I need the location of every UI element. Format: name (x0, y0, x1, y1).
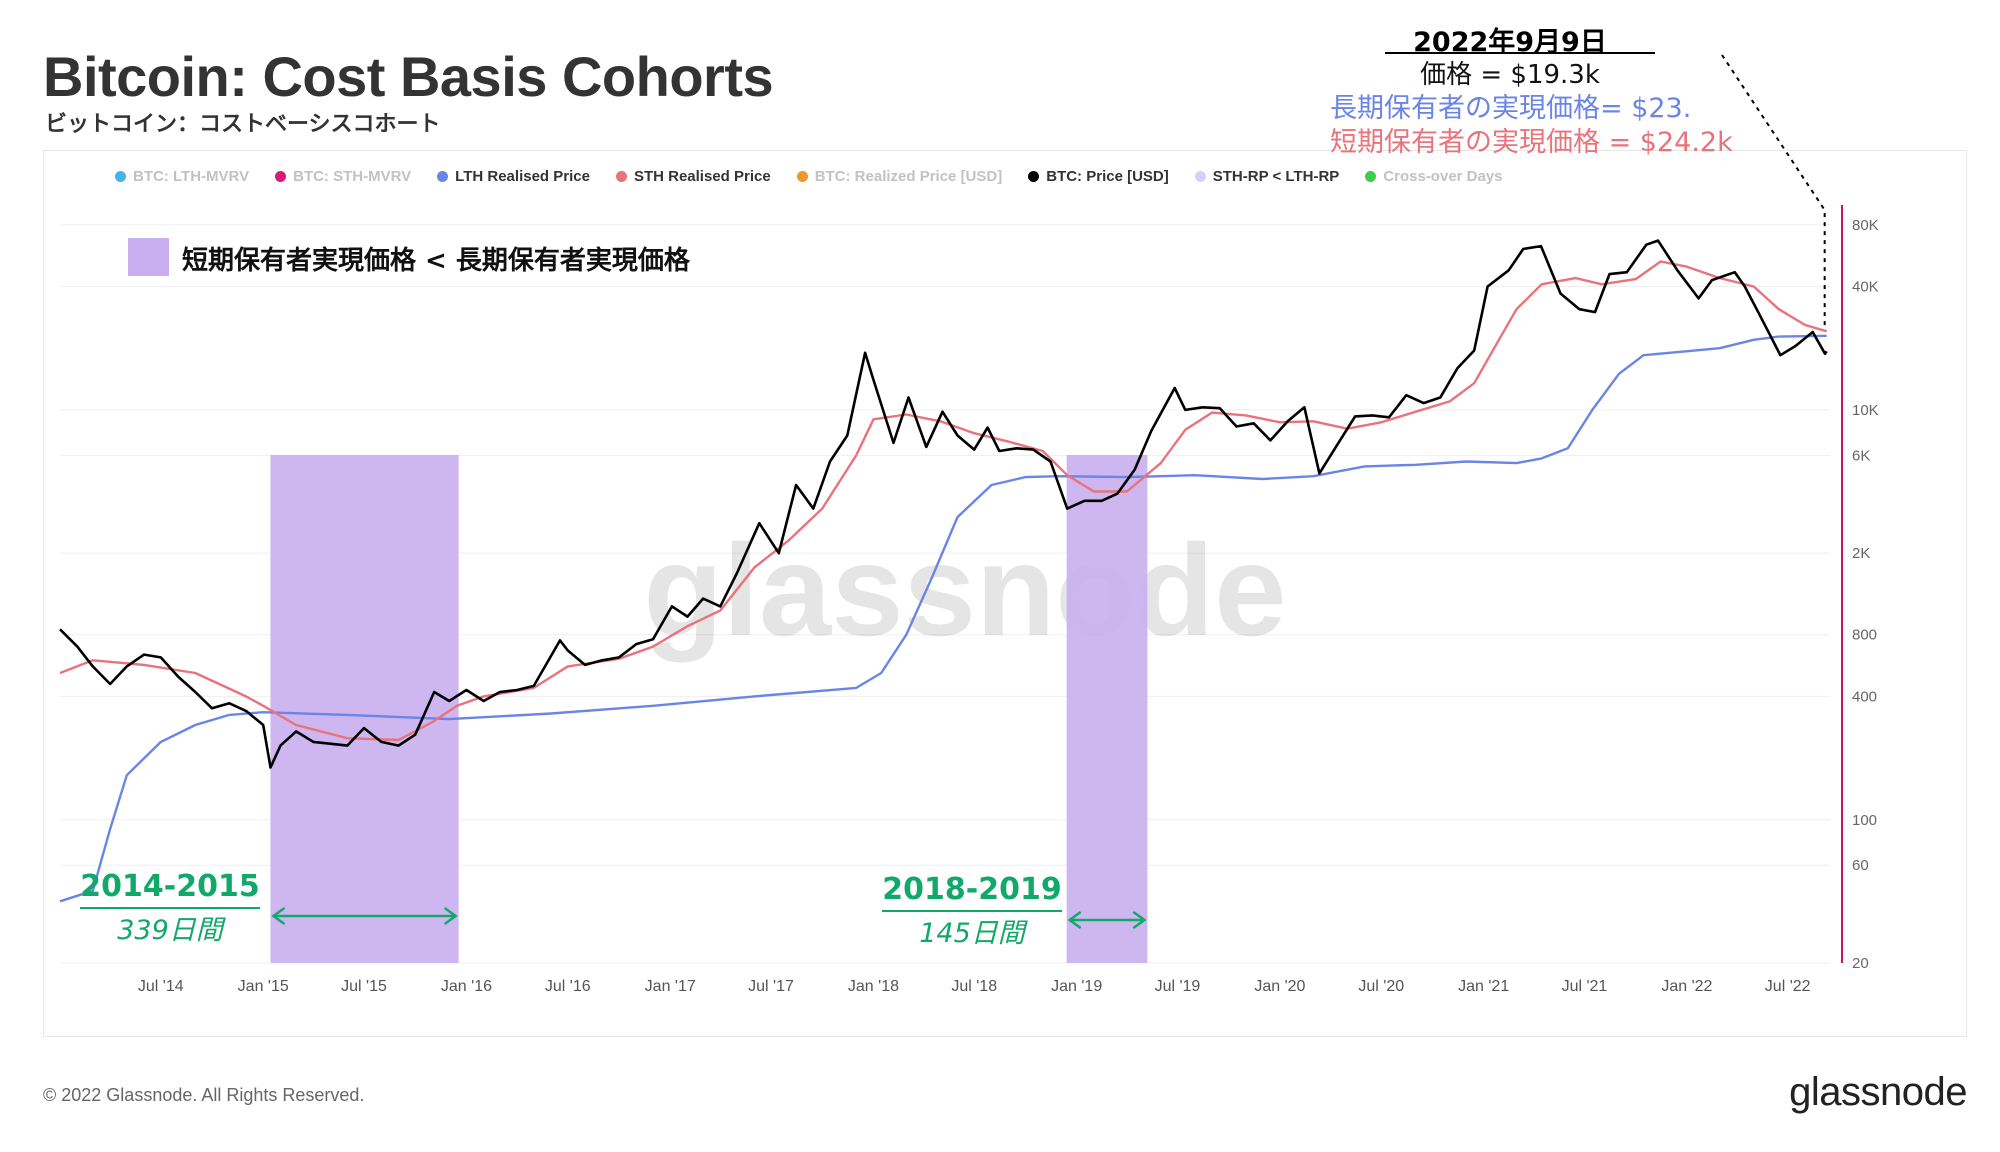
legend-label: STH-RP < LTH-RP (1212, 168, 1340, 185)
y-tick-label: 20 (1852, 955, 1869, 972)
x-tick-label: Jan '21 (1458, 978, 1509, 995)
period-arrow-left-icon (1067, 910, 1082, 930)
page-title: Bitcoin: Cost Basis Cohorts (43, 45, 774, 108)
legend-label: BTC: Price [USD] (1046, 168, 1169, 185)
legend-dot-icon (1194, 171, 1206, 182)
legend-dot-icon (796, 171, 808, 182)
x-tick-label: Jul '19 (1155, 978, 1201, 995)
legend-label: LTH Realised Price (455, 168, 590, 185)
legend-label: STH Realised Price (633, 168, 771, 185)
legend-item-sth-mvrv[interactable]: BTC: STH-MVRV (275, 168, 411, 185)
legend-label: Cross-over Days (1383, 168, 1503, 185)
y-tick-label: 2K (1852, 545, 1870, 562)
x-tick-label: Jul '17 (748, 978, 794, 995)
chart-legend: BTC: LTH-MVRV BTC: STH-MVRV LTH Realised… (115, 168, 1503, 185)
x-tick-label: Jan '17 (645, 978, 696, 995)
series-line (59, 239, 1828, 769)
legend-item-lth-mvrv[interactable]: BTC: LTH-MVRV (115, 168, 249, 185)
y-tick-label: 10K (1852, 402, 1879, 419)
callout-price: 価格 = $19.3k (1420, 60, 1600, 90)
shaded-period (270, 455, 459, 963)
x-tick-label: Jan '19 (1051, 978, 1102, 995)
x-tick-label: Jul '21 (1562, 978, 1608, 995)
x-tick-label: Jul '16 (545, 978, 591, 995)
y-tick-label: 60 (1852, 857, 1869, 874)
y-tick-label: 40K (1852, 279, 1879, 296)
legend-item-sth-rp-lt-lth-rp[interactable]: STH-RP < LTH-RP (1194, 168, 1340, 185)
legend-label: BTC: LTH-MVRV (133, 168, 250, 185)
period-range-label: 2014-2015 (80, 869, 259, 904)
annotation-label: 短期保有者実現価格 < 長期保有者実現価格 (182, 246, 690, 276)
x-tick-label: Jan '16 (441, 978, 492, 995)
brand-logo: glassnode (1789, 1070, 1967, 1114)
annotation-color-swatch (128, 238, 169, 276)
x-tick-label: Jul '22 (1765, 978, 1811, 995)
y-tick-label: 400 (1852, 688, 1877, 705)
period-duration-label: 339日間 (117, 915, 227, 946)
legend-item-cross-over-days[interactable]: Cross-over Days (1365, 168, 1503, 185)
legend-dot-icon (615, 171, 627, 182)
legend-dot-icon (1365, 171, 1377, 182)
x-tick-label: Jul '15 (341, 978, 387, 995)
legend-dot-icon (115, 171, 126, 182)
watermark-text: glassnode (644, 517, 1287, 663)
callout-sth-price: 短期保有者の実現価格 = $24.2k (1330, 127, 1733, 158)
legend-item-lth-realised-price[interactable]: LTH Realised Price (437, 168, 590, 185)
period-arrow-left-icon (271, 906, 286, 926)
page-subtitle: ビットコイン：コストベーシスコホート (45, 112, 441, 137)
period-duration-label: 145日間 (919, 918, 1029, 949)
copyright-notice: © 2022 Glassnode. All Rights Reserved. (43, 1085, 365, 1105)
x-tick-label: Jul '18 (951, 978, 997, 995)
legend-label: BTC: Realized Price [USD] (814, 168, 1003, 185)
period-arrow-right-icon (443, 906, 458, 926)
legend-dot-icon (437, 171, 449, 182)
legend-label: BTC: STH-MVRV (293, 168, 412, 185)
callout-marker-line (1721, 54, 1826, 330)
y-tick-label: 80K (1852, 217, 1879, 234)
legend-item-btc-price[interactable]: BTC: Price [USD] (1028, 168, 1169, 185)
period-arrow-right-icon (1132, 910, 1147, 930)
y-tick-label: 800 (1852, 627, 1877, 644)
legend-item-realized-price[interactable]: BTC: Realized Price [USD] (796, 168, 1003, 185)
shaded-period (1066, 455, 1148, 963)
callout-lth-price: 長期保有者の実現価格= $23. (1330, 93, 1692, 124)
callout-divider (1385, 52, 1655, 54)
period-range-label: 2018-2019 (882, 872, 1061, 907)
y-tick-label: 6K (1852, 447, 1870, 464)
legend-item-sth-realised-price[interactable]: STH Realised Price (615, 168, 771, 185)
series-line (59, 334, 1827, 903)
y-tick-label: 100 (1852, 812, 1877, 829)
series-line (59, 260, 1828, 742)
x-tick-label: Jan '20 (1254, 978, 1305, 995)
x-tick-label: Jan '22 (1661, 978, 1712, 995)
legend-dot-icon (1028, 171, 1040, 182)
x-tick-label: Jul '20 (1358, 978, 1404, 995)
x-tick-label: Jan '18 (848, 978, 899, 995)
x-tick-label: Jan '15 (238, 978, 289, 995)
x-tick-label: Jul '14 (138, 978, 184, 995)
legend-dot-icon (275, 171, 287, 182)
chart-frame (43, 150, 1967, 1037)
